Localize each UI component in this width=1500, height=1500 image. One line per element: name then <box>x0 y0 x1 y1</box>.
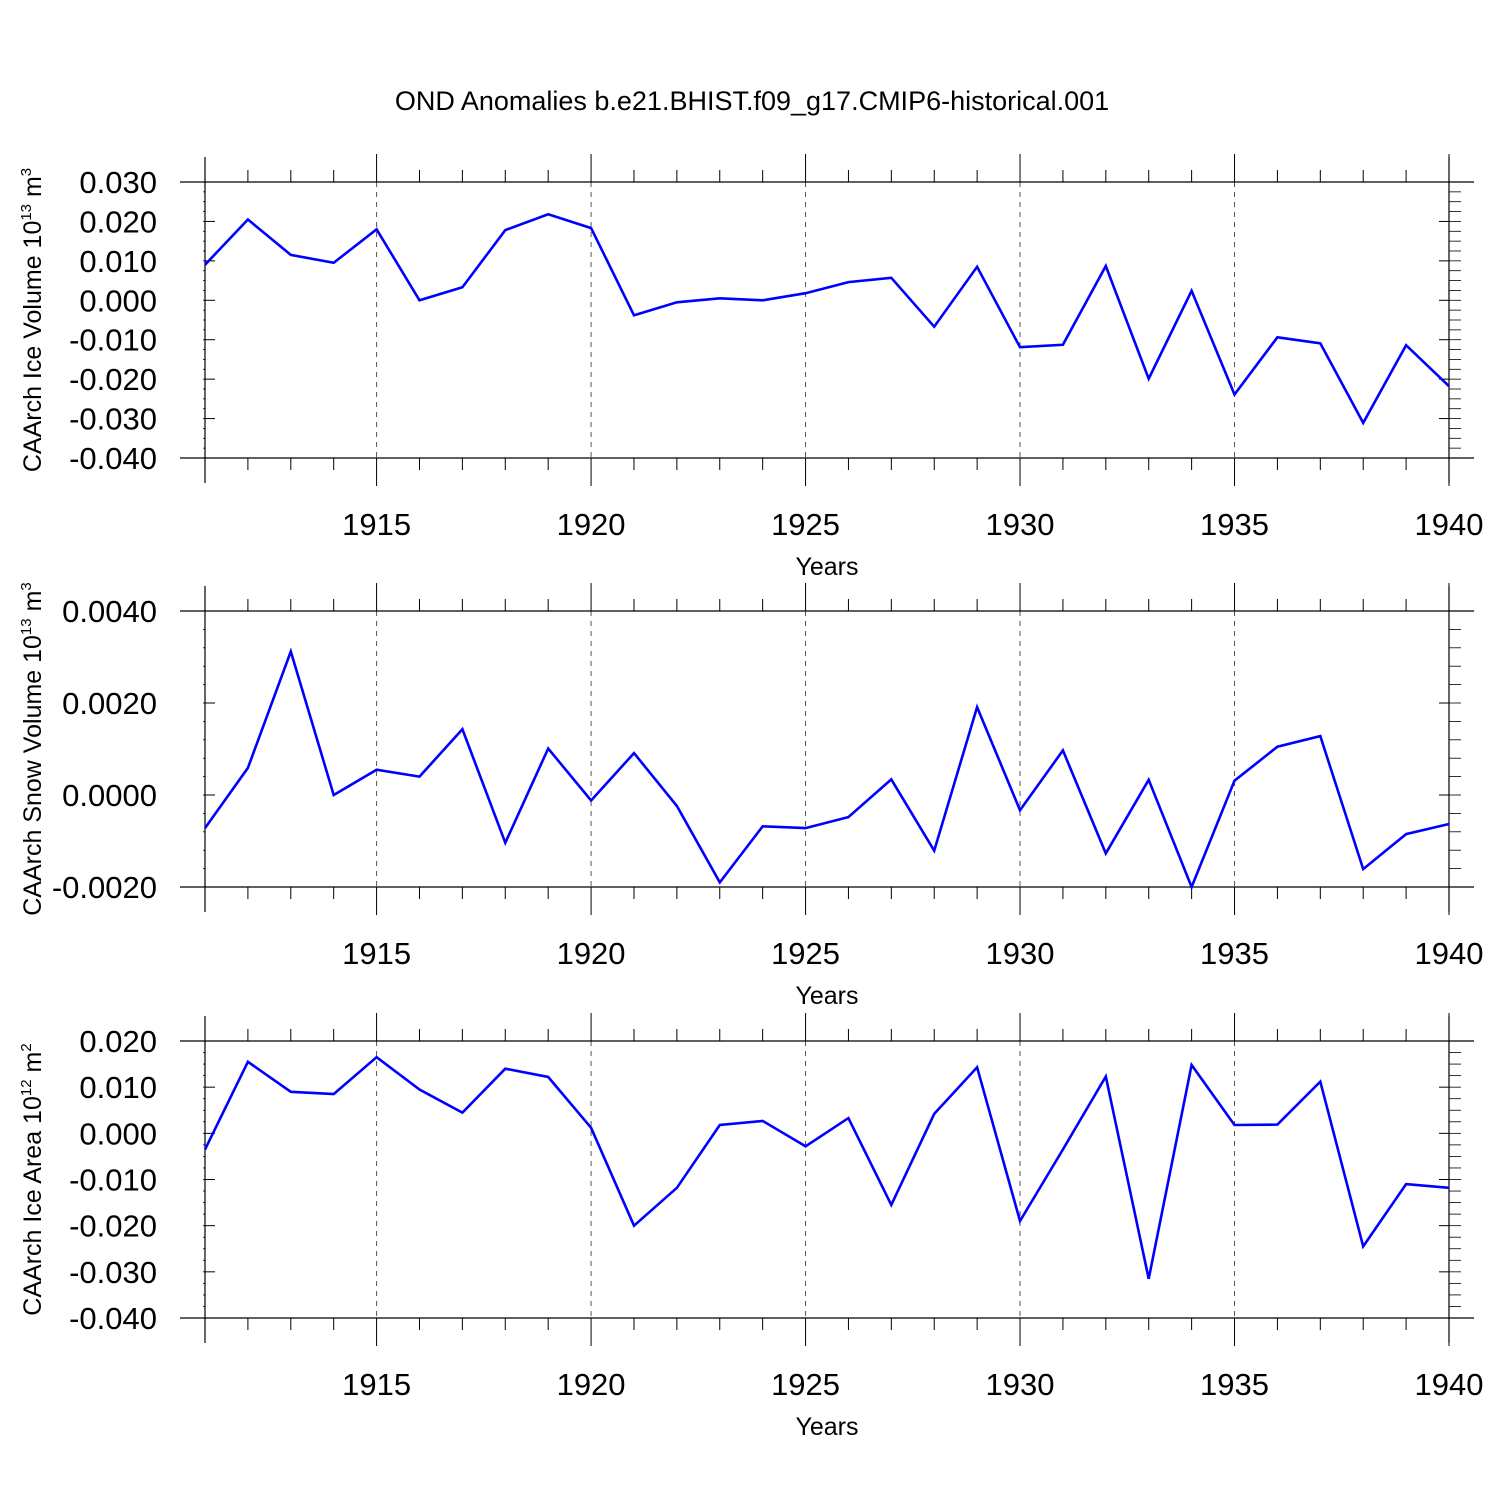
y-tick-label: 0.010 <box>79 244 157 279</box>
panels: 0.030 0.020 0.010 0.000 -0.010 -0.020 -0.030 -0… <box>18 154 1483 1441</box>
x-axis-label: Years <box>795 1413 858 1441</box>
y-tick-label: 0.020 <box>79 204 157 239</box>
y-tick-label: 0.000 <box>79 283 157 318</box>
y-tick-label: 0.0040 <box>62 594 157 629</box>
y-tick-label: -0.040 <box>69 1301 157 1336</box>
y-tick-label: 0.0020 <box>62 686 157 721</box>
y-tick-label: -0.040 <box>69 441 157 476</box>
y-tick-label: 0.0000 <box>62 778 157 813</box>
y-tick-label: -0.020 <box>69 362 157 397</box>
x-tick-label: 1915 <box>342 507 411 542</box>
series-line-1 <box>203 1055 1450 1280</box>
y-tick-label: -0.0020 <box>52 870 157 905</box>
y-tick-label: 0.010 <box>79 1070 157 1105</box>
panel-1: 0.030 0.020 0.010 0.000 -0.010 -0.020 -0.030 -0… <box>18 154 1483 581</box>
x-tick-label: 1915 <box>342 936 411 971</box>
series-line-1 <box>203 647 1450 891</box>
y-tick-label: -0.010 <box>69 1163 157 1198</box>
series-line-1 <box>204 212 1450 426</box>
x-tick-label: 1915 <box>342 1367 411 1402</box>
panel-3: 0.020 0.010 0.000 -0.010 -0.020 -0.030 -0.040 1… <box>18 1013 1483 1441</box>
y-tick-label: 0.020 <box>79 1024 157 1059</box>
figure-title: OND Anomalies b.e21.BHIST.f09_g17.CMIP6-… <box>395 86 1109 116</box>
x-tick-label: 1935 <box>1200 1367 1269 1402</box>
x-axis-label: Years <box>795 982 858 1010</box>
x-axis-label: Years <box>795 553 858 581</box>
y-tick-label: -0.030 <box>69 1255 157 1290</box>
y-tick-label: 0.000 <box>79 1116 157 1151</box>
x-tick-label: 1925 <box>771 507 840 542</box>
x-tick-label: 1935 <box>1200 507 1269 542</box>
x-tick-label: 1925 <box>771 936 840 971</box>
y-axis-label: CAArch Ice Volume 1013 m3 <box>18 168 47 472</box>
x-tick-label: 1935 <box>1200 936 1269 971</box>
x-tick-label: 1940 <box>1415 1367 1484 1402</box>
y-axis-label: CAArch Snow Volume 1013 m3 <box>18 582 47 916</box>
x-tick-label: 1940 <box>1415 936 1484 971</box>
x-tick-label: 1920 <box>557 936 626 971</box>
y-tick-label: 0.030 <box>79 165 157 200</box>
panel-2: 0.0040 0.0020 0.0000 -0.0020 1915 1920 1925 193… <box>18 582 1483 1010</box>
y-tick-label: -0.010 <box>69 323 157 358</box>
x-tick-label: 1930 <box>986 1367 1055 1402</box>
y-axis-label: CAArch Ice Area 1012 m2 <box>18 1043 47 1315</box>
y-tick-label: -0.020 <box>69 1209 157 1244</box>
x-tick-label: 1925 <box>771 1367 840 1402</box>
x-tick-label: 1940 <box>1415 507 1484 542</box>
x-tick-label: 1920 <box>557 1367 626 1402</box>
x-tick-label: 1930 <box>986 507 1055 542</box>
x-tick-label: 1920 <box>557 507 626 542</box>
x-tick-label: 1930 <box>986 936 1055 971</box>
y-tick-label: -0.030 <box>69 402 157 437</box>
